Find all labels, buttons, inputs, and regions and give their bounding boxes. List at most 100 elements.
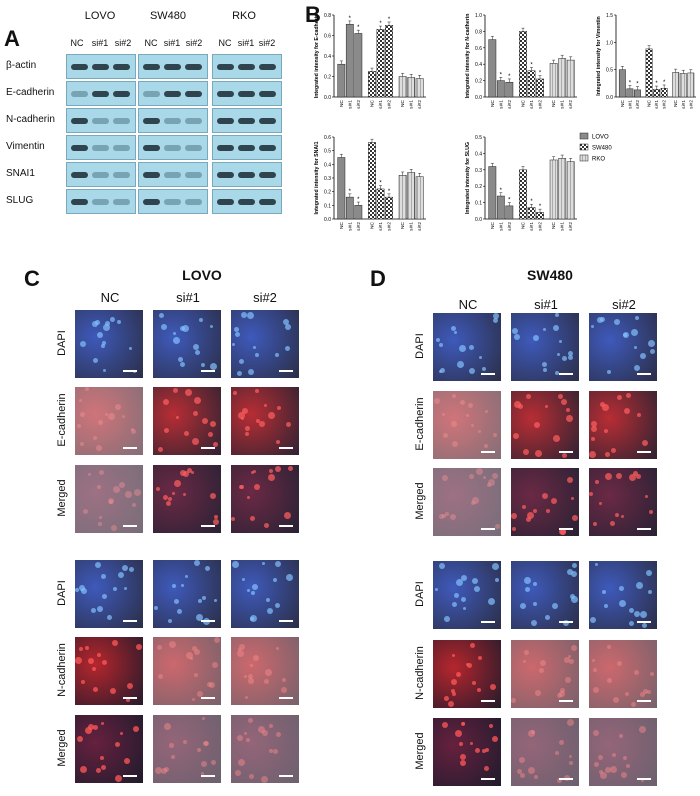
micrograph-tile: [153, 465, 221, 533]
blot-strip: [66, 189, 136, 214]
cell-spot: [268, 474, 275, 481]
cell-spot: [286, 574, 293, 581]
cell-spot: [466, 663, 469, 666]
cell-spot: [572, 515, 578, 521]
micrograph-tile: [75, 715, 143, 783]
cell-spot: [450, 514, 456, 520]
cell-spot: [97, 485, 101, 489]
cell-spot: [159, 313, 164, 318]
cell-spot: [643, 689, 648, 694]
cell-spot: [237, 735, 243, 741]
cell-spot: [91, 608, 96, 613]
scale-bar: [123, 620, 137, 622]
cell-spot: [244, 675, 247, 678]
cell-spot: [192, 438, 199, 445]
bar: [558, 58, 567, 98]
blot-group-rko: RKO: [232, 10, 256, 22]
bar: [337, 63, 346, 98]
blot-strip: [212, 108, 282, 133]
cell-spot: [194, 397, 201, 404]
cell-spot: [204, 741, 209, 746]
scale-bar: [201, 370, 215, 372]
significance-star: *: [508, 198, 511, 204]
scale-bar: [559, 528, 573, 530]
cell-spot: [248, 718, 253, 723]
protein-band: [238, 91, 255, 97]
bar: [566, 161, 575, 220]
cell-spot: [621, 772, 627, 778]
y-tick-label: 0.2: [324, 75, 331, 81]
cell-spot: [471, 424, 474, 427]
cell-spot: [589, 492, 593, 496]
cell-spot: [467, 663, 472, 668]
significance-star: *: [388, 189, 391, 195]
y-axis-label: Integrated intensity for Vimentin: [596, 16, 602, 95]
cell-spot: [108, 413, 115, 420]
x-tick-label: NC: [369, 221, 375, 228]
cell-spot: [79, 399, 82, 402]
cell-spot: [79, 585, 85, 591]
significance-star: *: [349, 189, 352, 195]
col-header-si1: si#1: [534, 297, 558, 312]
cell-spot: [593, 522, 597, 526]
cell-spot: [266, 598, 270, 602]
y-tick-label: 0.1: [475, 201, 482, 207]
significance-star: *: [500, 72, 503, 78]
y-axis-label: Integrated intensity for N-cadherin: [465, 14, 471, 99]
legend-swatch: [579, 132, 589, 140]
cell-spot: [239, 644, 245, 650]
micrograph-tile: [75, 310, 143, 378]
micrograph-tile: [589, 640, 657, 708]
cell-spot: [277, 406, 281, 410]
cell-spot: [184, 431, 189, 436]
protein-band: [164, 172, 181, 178]
lane-label: NC: [144, 38, 158, 48]
cell-spot: [545, 615, 550, 620]
cell-spot: [640, 353, 646, 359]
cell-spot: [161, 768, 167, 774]
cell-spot: [166, 501, 171, 506]
cell-spot: [81, 680, 85, 684]
cell-spot: [533, 509, 537, 513]
blot-strip: [212, 81, 282, 106]
x-tick-label: NC: [520, 99, 526, 106]
cell-spot: [193, 344, 199, 350]
significance-star: *: [379, 21, 382, 27]
bar: [376, 29, 385, 98]
cell-spot: [129, 347, 132, 350]
cell-spot: [110, 688, 116, 694]
cell-spot: [203, 741, 208, 746]
cell-spot: [452, 441, 458, 447]
x-tick-label: si#1: [378, 100, 384, 109]
cell-spot: [93, 358, 98, 363]
cell-spot: [214, 515, 218, 519]
y-tick-label: 0.3: [475, 168, 482, 174]
cell-spot: [156, 487, 160, 491]
blot-strip: [138, 135, 208, 160]
cell-spot: [237, 650, 244, 657]
cell-spot: [462, 722, 465, 725]
cell-spot: [640, 692, 645, 697]
cell-spot: [174, 599, 179, 604]
cell-spot: [281, 687, 287, 693]
cell-spot: [514, 401, 521, 408]
cell-spot: [613, 697, 619, 703]
cell-spot: [475, 748, 480, 753]
y-tick-label: 0.2: [475, 79, 482, 85]
cell-spot: [514, 334, 520, 340]
cell-spot: [563, 620, 569, 626]
cell-spot: [251, 591, 255, 595]
cell-spot: [202, 418, 208, 424]
cell-spot: [472, 681, 476, 685]
cell-spot: [124, 758, 130, 764]
cell-spot: [562, 453, 567, 458]
y-tick-label: 0.4: [324, 162, 331, 168]
scale-bar: [201, 697, 215, 699]
cell-spot: [621, 515, 624, 518]
scale-bar: [637, 778, 651, 780]
cell-spot: [113, 486, 120, 493]
cell-spot: [559, 691, 565, 697]
cell-spot: [129, 567, 134, 572]
cell-spot: [626, 393, 631, 398]
micrograph-tile: [511, 718, 579, 786]
